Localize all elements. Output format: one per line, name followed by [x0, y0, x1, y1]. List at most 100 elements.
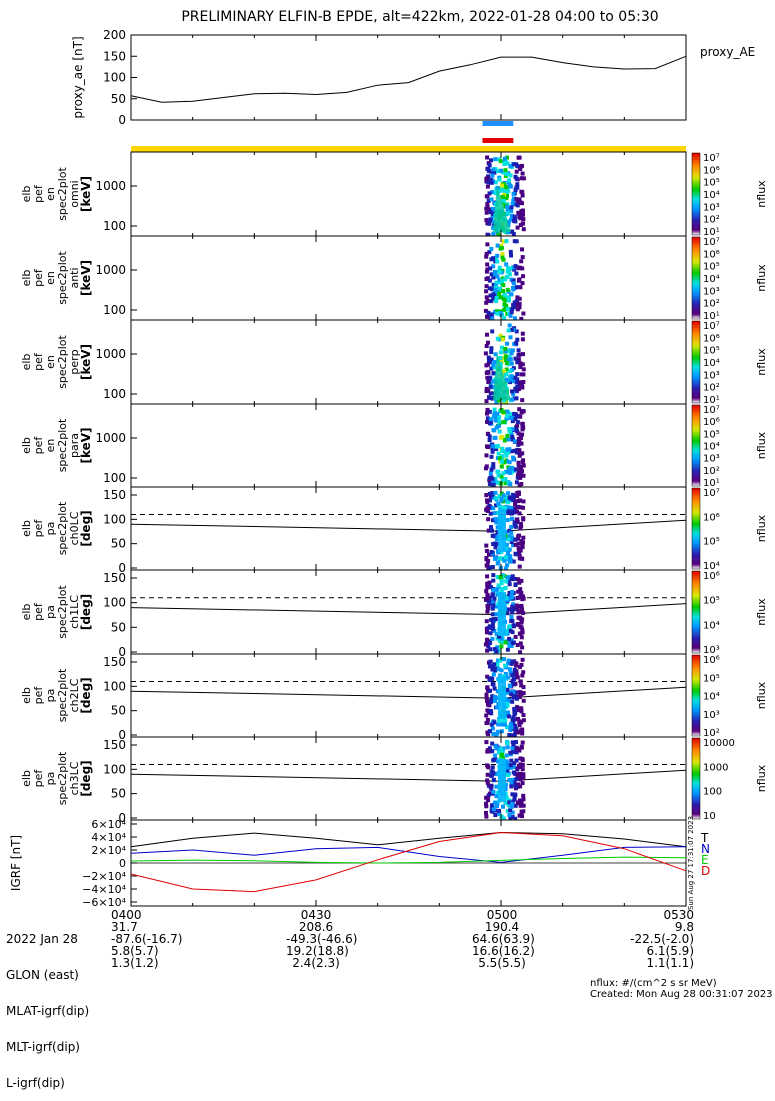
spectrogram-cell	[505, 518, 510, 522]
spectrogram-cell	[507, 699, 512, 703]
spectrogram-cell	[507, 183, 512, 188]
spectrogram-cell	[506, 298, 511, 303]
colorbar-tick-label: 10⁷	[703, 488, 720, 499]
spectrogram-cell	[504, 555, 508, 560]
spectrogram-cell	[502, 156, 507, 161]
spectrogram-cell	[488, 417, 493, 422]
y-axis-label: elb	[20, 687, 33, 704]
spectrogram-cell	[484, 453, 489, 458]
spectrogram-cell	[520, 594, 525, 599]
spectrogram-cell	[496, 423, 501, 428]
spectrogram-cell	[494, 296, 499, 300]
y-axis-label: omni	[68, 180, 81, 207]
spectrogram-cell	[512, 761, 517, 766]
y-axis-label: elb	[20, 437, 33, 454]
spectrogram-cell	[491, 444, 496, 449]
spectrogram-cell	[512, 780, 517, 785]
spectrogram-cell	[520, 597, 525, 602]
spectrogram-cell	[511, 392, 516, 397]
y-tick-label: 150	[103, 738, 126, 752]
spectrogram-cell	[492, 360, 497, 364]
spectrogram-cell	[486, 517, 491, 522]
spectrogram-cell	[509, 209, 514, 213]
spectrogram-cell	[517, 772, 522, 777]
ephemeris-value: 5.8(5.7)	[111, 944, 159, 958]
spectrogram-cell	[501, 639, 505, 644]
spectrogram-cell	[501, 289, 506, 293]
spectrogram-cell	[509, 374, 514, 379]
colorbar-tick-label: 10²	[703, 728, 720, 739]
spectrogram-cell	[514, 329, 519, 334]
spectrogram-cell	[513, 690, 518, 695]
spectrogram-cell	[518, 587, 523, 592]
spectrogram-cell	[511, 265, 516, 270]
spectrogram-cell	[491, 379, 496, 384]
spectrogram-cell	[485, 416, 490, 421]
spectrogram-cell	[520, 645, 525, 650]
spectrogram-cell	[495, 575, 500, 580]
spectrogram-cell	[489, 804, 494, 809]
spectrogram-cell	[513, 803, 518, 808]
spectrogram-cell	[494, 794, 499, 799]
spectrogram-cell	[485, 155, 490, 160]
spectrogram-cell	[520, 628, 525, 633]
spectrogram-cell	[508, 249, 513, 254]
spectrogram-cell	[486, 606, 491, 611]
ephemeris-value: 208.6	[298, 920, 334, 934]
spectrogram-cell	[515, 730, 520, 735]
spectrogram-cell	[506, 675, 511, 680]
spectrogram-cell	[491, 731, 496, 736]
spectrogram-cell	[504, 469, 509, 474]
colorbar	[691, 404, 701, 487]
spectrogram-cell	[494, 299, 499, 304]
spectrogram-cell	[509, 310, 514, 315]
spectrogram-cell	[516, 499, 521, 503]
spectrogram-cell	[507, 582, 512, 587]
spectrogram-cell	[486, 340, 490, 345]
spectrogram-cell	[488, 471, 493, 476]
spectrogram-cell	[508, 369, 513, 374]
spectrogram-cell	[507, 683, 512, 688]
spectrogram-cell	[517, 747, 521, 752]
spectrogram-cell	[511, 690, 516, 694]
spectrogram-cell	[499, 644, 504, 649]
colorbar-tick-label: 10⁷	[703, 405, 720, 416]
spectrogram-cell	[512, 396, 517, 401]
spectrogram-cell	[518, 650, 523, 655]
spectrogram-cell	[514, 750, 519, 755]
spectrogram-cell	[495, 537, 500, 541]
spectrogram-cell	[521, 176, 526, 181]
spectrogram-cell	[487, 482, 492, 486]
spectrogram-cell	[519, 635, 524, 640]
spectrogram-cell	[508, 266, 513, 271]
spectrogram-cell	[506, 189, 511, 194]
spectrogram-cell	[492, 801, 497, 806]
spectrogram-cell	[506, 802, 511, 807]
spectrogram-cell	[495, 791, 500, 796]
spectrogram-cell	[511, 765, 516, 770]
y-tick-label: 0	[119, 857, 126, 870]
spectrogram-cell	[495, 530, 500, 534]
spectrogram-cell	[496, 501, 501, 506]
spectrogram-cell	[519, 410, 524, 415]
spectrogram-cell	[510, 699, 515, 704]
spectrogram-cell	[499, 747, 504, 752]
spectrogram-cell	[520, 767, 525, 772]
spectrogram-cell	[515, 475, 520, 480]
y-axis-label: pef	[32, 184, 45, 203]
spectrogram-cell	[490, 211, 495, 216]
spectrogram-cell	[488, 700, 493, 705]
spectrogram-cell	[490, 765, 495, 770]
spectrogram-cell	[510, 660, 515, 665]
science-zone-bar-blue	[482, 121, 514, 126]
spectrogram-cell	[484, 619, 489, 624]
spectrogram-cell	[491, 231, 496, 236]
spectrogram-cell	[515, 377, 520, 382]
spectrogram-cell	[491, 296, 496, 301]
spectrogram-cell	[502, 460, 507, 465]
colorbar-tick-label: 10³	[703, 710, 720, 721]
spectrogram-core	[498, 676, 506, 719]
spectrogram-cell	[514, 727, 519, 732]
spectrogram-cell	[516, 610, 521, 615]
spectrogram-cell	[518, 803, 523, 808]
